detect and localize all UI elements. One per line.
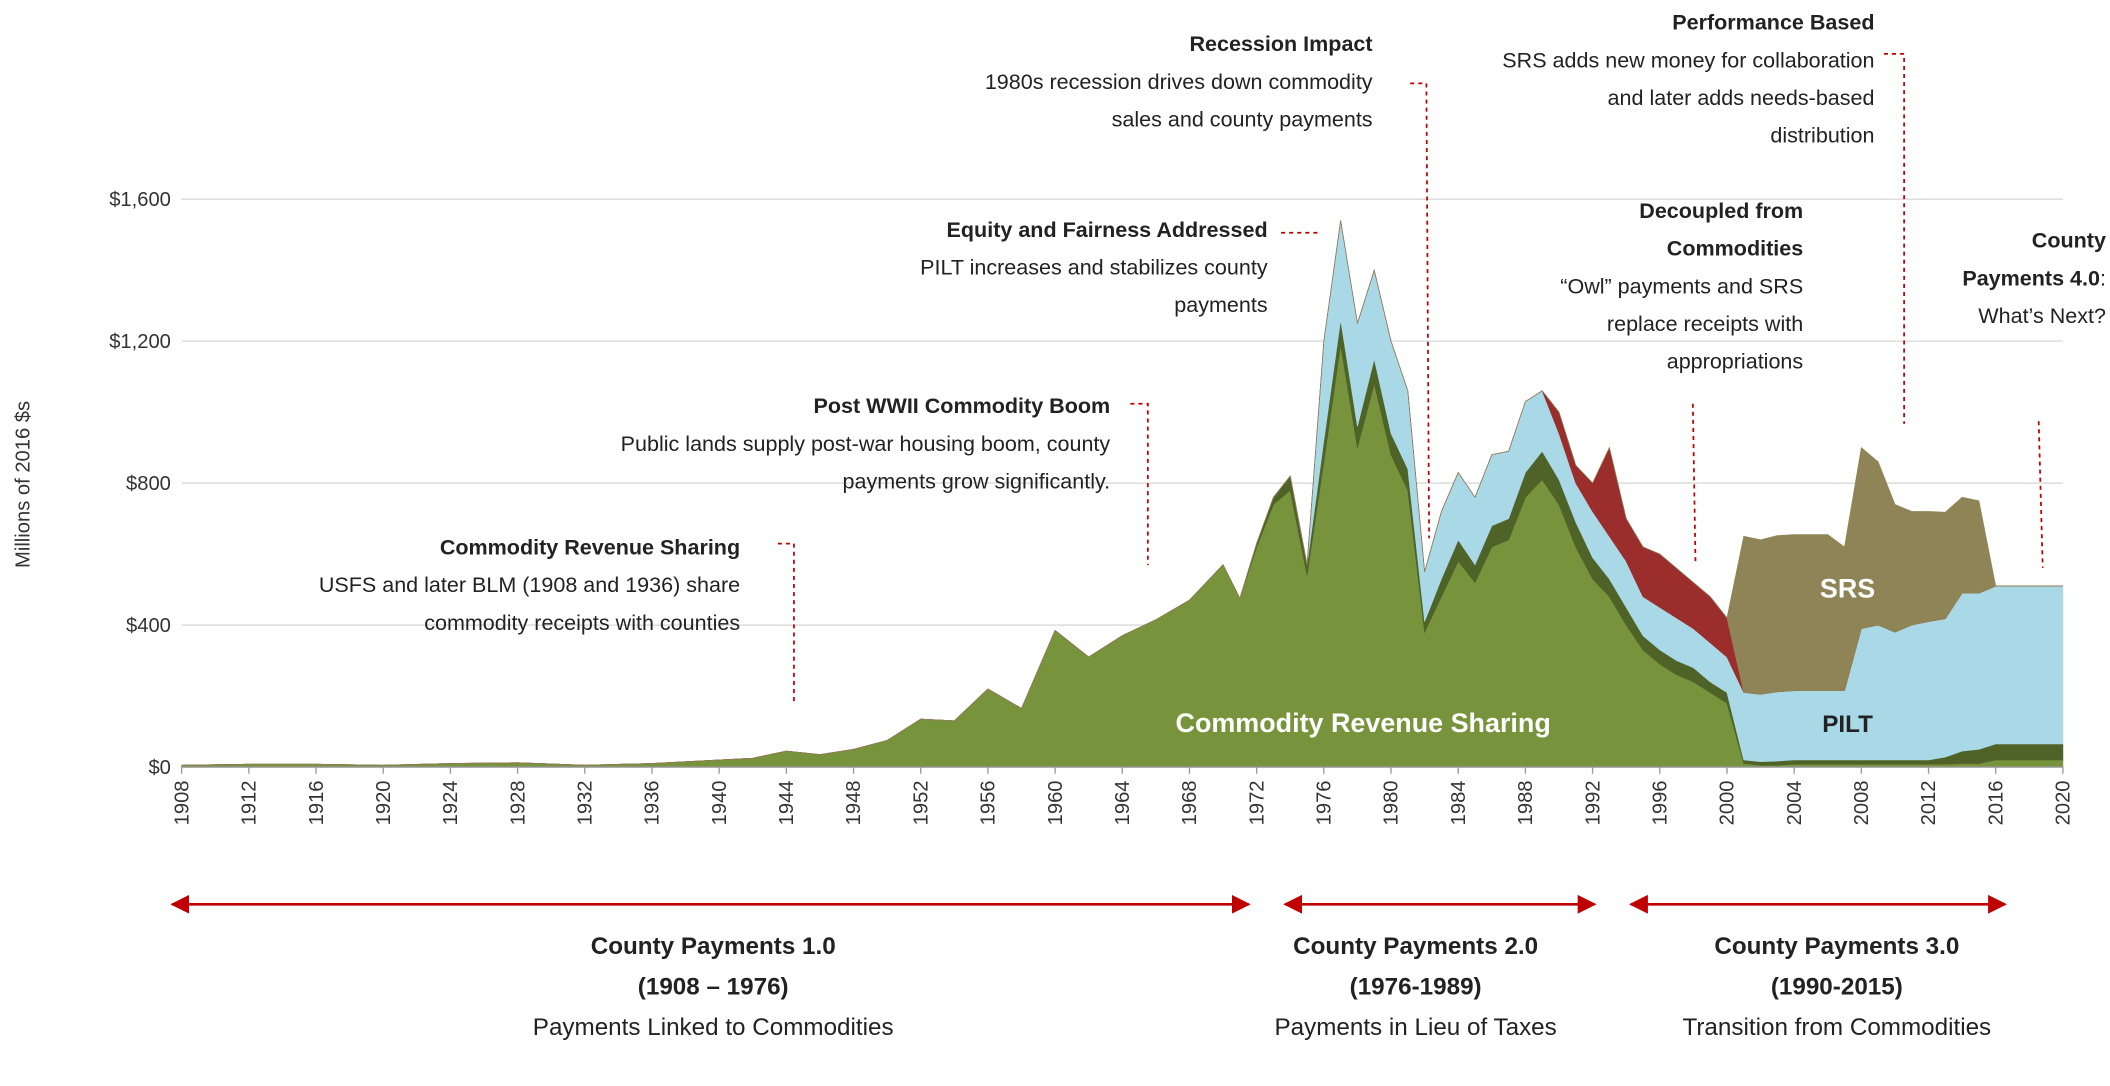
y-axis-label: Millions of 2016 $s xyxy=(13,401,35,568)
x-tick-label: 1992 xyxy=(1582,780,1604,825)
period-label: County Payments 3.0 (1990-2015) Transition… xyxy=(1648,926,2025,1047)
x-tick-label: 1960 xyxy=(1045,780,1067,825)
annotation-text: : What’s Next? xyxy=(1978,267,2106,329)
x-tick-label: 1972 xyxy=(1246,780,1268,825)
leader-line xyxy=(2037,421,2044,568)
area xyxy=(181,220,2063,766)
x-tick-label: 1952 xyxy=(910,780,932,825)
annotation-text: Public lands supply post-war housing boo… xyxy=(620,433,1111,494)
x-tick-label: 1984 xyxy=(1448,780,1470,825)
annotation-title: Commodity Revenue Sharing xyxy=(439,536,741,560)
period-title: County Payments 1.0 xyxy=(590,932,836,960)
x-tick-label: 1920 xyxy=(373,780,395,825)
period-title: County Payments 2.0 xyxy=(1293,932,1539,960)
x-tick-label: 1932 xyxy=(575,780,597,825)
x-tick-label: 2020 xyxy=(2053,780,2075,825)
annotation-text: “Owl” payments and SRS replace receipts … xyxy=(1560,275,1804,375)
y-tick-label: $800 xyxy=(126,473,171,495)
leader-line xyxy=(777,542,795,703)
period-text: Payments in Lieu of Taxes xyxy=(1274,1013,1557,1041)
area-label: SRS xyxy=(1820,573,1875,603)
x-tick-label: 1928 xyxy=(507,780,529,825)
annotation: Equity and Fairness Addressed PILT incre… xyxy=(918,213,1268,326)
x-tick-label: 1912 xyxy=(239,780,261,825)
x-tick-label: 1964 xyxy=(1112,780,1134,825)
x-tick-label: 1936 xyxy=(642,780,664,825)
annotation: Recession Impact 1980s recession drives d… xyxy=(969,27,1373,140)
annotation-text: PILT increases and stabilizes county pay… xyxy=(920,257,1268,318)
period-label: County Payments 1.0 (1908 – 1976) Payments… xyxy=(525,926,902,1047)
x-tick-label: 1924 xyxy=(440,780,462,825)
leader-line xyxy=(1691,403,1697,566)
annotation: County Payments 4.0: What’s Next? xyxy=(1958,223,2106,336)
y-tick-label: $1,600 xyxy=(109,189,171,211)
x-tick-label: 1916 xyxy=(306,780,328,825)
period-text: Payments Linked to Commodities xyxy=(532,1013,894,1041)
x-tick-label: 1956 xyxy=(978,780,1000,825)
annotation-title: Recession Impact xyxy=(1189,33,1373,57)
x-tick-label: 1988 xyxy=(1515,780,1537,825)
annotation-title: County Payments 4.0 xyxy=(1962,230,2106,291)
y-tick-label: $1,200 xyxy=(109,331,171,353)
x-tick-label: 1980 xyxy=(1381,780,1403,825)
x-tick-label: 2004 xyxy=(1784,780,1806,825)
x-tick-label: 1944 xyxy=(776,780,798,825)
area-label: Commodity Revenue Sharing xyxy=(1176,708,1551,738)
annotation-title: Post WWII Commodity Boom xyxy=(813,395,1111,419)
area-label: PILT xyxy=(1822,711,1873,738)
x-tick-label: 1940 xyxy=(709,780,731,825)
annotation-text: SRS adds new money for collaboration and… xyxy=(1502,49,1875,149)
x-tick-label: 2000 xyxy=(1717,780,1739,825)
annotation-text: USFS and later BLM (1908 and 1936) share… xyxy=(318,574,741,636)
period-label: County Payments 2.0 (1976-1989) Payments i… xyxy=(1227,926,1604,1047)
annotation-title: Decoupled from Commodities xyxy=(1639,200,1804,262)
annotation: Commodity Revenue Sharing USFS and later … xyxy=(283,530,741,643)
x-tick-label: 1908 xyxy=(171,780,193,825)
y-tick-label: $0 xyxy=(148,757,170,779)
annotation: Post WWII Commodity Boom Public lands sup… xyxy=(599,389,1111,502)
period-years: (1990-2015) xyxy=(1770,972,1903,1000)
x-tick-label: 2016 xyxy=(1985,780,2007,825)
period-title: County Payments 3.0 xyxy=(1714,932,1960,960)
annotation: Performance Based SRS adds new money for … xyxy=(1498,5,1875,156)
period-years: (1908 – 1976) xyxy=(637,972,789,1000)
period-text: Transition from Commodities xyxy=(1682,1013,1992,1041)
x-tick-label: 1948 xyxy=(843,780,865,825)
x-tick-label: 1976 xyxy=(1314,780,1336,825)
x-tick-label: 2008 xyxy=(1851,780,1873,825)
annotation-title: Performance Based xyxy=(1672,12,1875,35)
leader-line xyxy=(1130,402,1149,566)
leader-line xyxy=(1883,52,1905,424)
annotation-title: Equity and Fairness Addressed xyxy=(946,219,1268,243)
annotation: Decoupled from Commodities “Owl” payments… xyxy=(1527,194,1803,382)
leader-line xyxy=(1410,82,1430,539)
annotation-text: 1980s recession drives down commodity sa… xyxy=(984,71,1373,132)
y-tick-label: $400 xyxy=(126,615,171,637)
x-tick-label: 1968 xyxy=(1179,780,1201,825)
x-tick-label: 2012 xyxy=(1918,780,1940,825)
x-tick-label: 1996 xyxy=(1650,780,1672,825)
period-years: (1976-1989) xyxy=(1349,972,1482,1000)
